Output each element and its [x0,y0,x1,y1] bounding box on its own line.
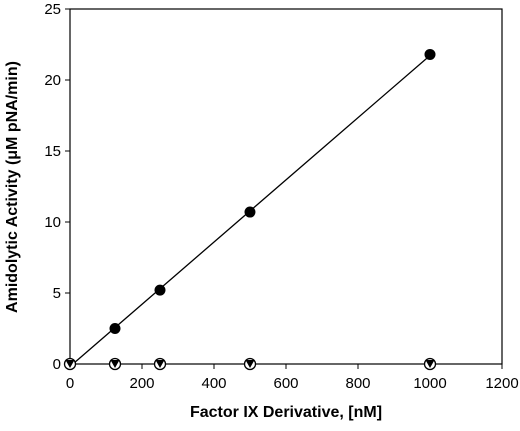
data-point-series-2 [245,360,255,368]
data-marks [63,48,437,371]
y-tick-label: 20 [44,72,61,89]
x-tick-label: 0 [66,375,74,392]
data-point-series-0 [424,48,436,60]
x-tick-label: 1000 [413,375,446,392]
data-point-series-0 [154,284,166,296]
y-tick-label: 0 [53,356,61,373]
ticks: 0 200 400 600 800 1000 1200 0 5 10 15 20 25 [44,1,518,392]
data-point-series-2 [155,360,165,368]
x-tick-label: 200 [129,375,154,392]
data-point-series-0 [109,323,121,334]
data-point-series-2 [110,360,120,368]
data-point-series-2 [65,360,75,368]
y-tick-label: 10 [44,214,61,231]
x-tick-label: 1200 [485,375,518,392]
y-tick-label: 15 [44,143,61,160]
x-tick-label: 400 [201,375,226,392]
y-tick-label: 25 [44,1,61,18]
y-axis-title: Amidolytic Activity (μM pNA/min) [4,61,21,313]
x-tick-label: 800 [345,375,370,392]
x-tick-label: 600 [273,375,298,392]
data-point-series-0 [244,206,256,218]
x-axis-title: Factor IX Derivative, [nM] [190,404,382,421]
data-point-series-2 [425,360,435,368]
y-tick-label: 5 [53,285,61,302]
